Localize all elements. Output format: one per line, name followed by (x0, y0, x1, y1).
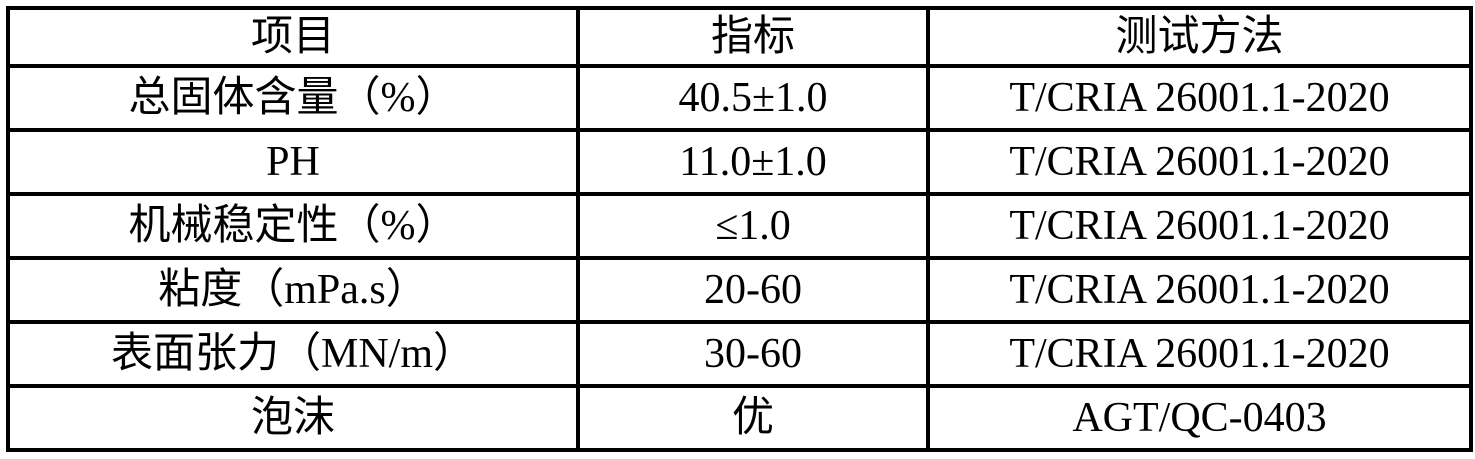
cell-item: 泡沫 (6, 384, 580, 452)
table-row: 粘度（mPa.s） 20-60 T/CRIA 26001.1-2020 (6, 256, 1473, 324)
cell-method: AGT/QC-0403 (926, 384, 1473, 452)
cell-method: T/CRIA 26001.1-2020 (926, 64, 1473, 132)
column-header-item: 项目 (6, 6, 580, 68)
cell-method: T/CRIA 26001.1-2020 (926, 192, 1473, 260)
cell-item: PH (6, 128, 580, 196)
cell-value: ≤1.0 (576, 192, 930, 260)
cell-value: 11.0±1.0 (576, 128, 930, 196)
cell-method: T/CRIA 26001.1-2020 (926, 256, 1473, 324)
spec-table-container: 项目 指标 测试方法 总固体含量（%） 40.5±1.0 T/CRIA 2600… (6, 6, 1473, 452)
table-row: PH 11.0±1.0 T/CRIA 26001.1-2020 (6, 128, 1473, 196)
cell-item: 总固体含量（%） (6, 64, 580, 132)
cell-method: T/CRIA 26001.1-2020 (926, 320, 1473, 388)
table-row: 总固体含量（%） 40.5±1.0 T/CRIA 26001.1-2020 (6, 64, 1473, 132)
cell-value: 40.5±1.0 (576, 64, 930, 132)
cell-item: 粘度（mPa.s） (6, 256, 580, 324)
cell-method: T/CRIA 26001.1-2020 (926, 128, 1473, 196)
spec-table: 项目 指标 测试方法 总固体含量（%） 40.5±1.0 T/CRIA 2600… (6, 6, 1473, 452)
cell-value: 优 (576, 384, 930, 452)
column-header-method: 测试方法 (926, 6, 1473, 68)
cell-item: 机械稳定性（%） (6, 192, 580, 260)
table-row: 机械稳定性（%） ≤1.0 T/CRIA 26001.1-2020 (6, 192, 1473, 260)
table-row: 泡沫 优 AGT/QC-0403 (6, 384, 1473, 452)
table-row: 表面张力（MN/m） 30-60 T/CRIA 26001.1-2020 (6, 320, 1473, 388)
cell-value: 30-60 (576, 320, 930, 388)
column-header-value: 指标 (576, 6, 930, 68)
table-header-row: 项目 指标 测试方法 (6, 6, 1473, 68)
cell-item: 表面张力（MN/m） (6, 320, 580, 388)
cell-value: 20-60 (576, 256, 930, 324)
